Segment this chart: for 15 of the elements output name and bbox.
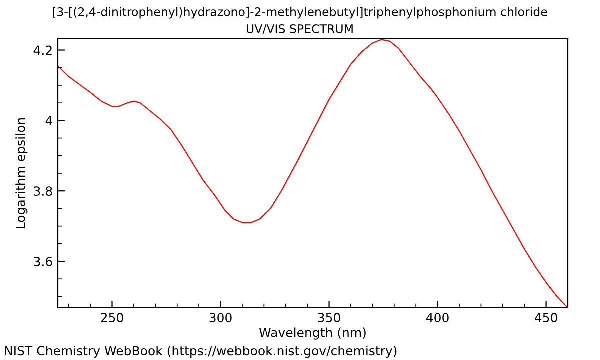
text: NIST Chemistry WebBook (https://webbook.nist.gov/chemistry) bbox=[5, 346, 397, 358]
y-tick-label: 3.6 bbox=[34, 256, 52, 266]
x-tick-label: 450 bbox=[534, 313, 558, 323]
y-tick-label: 4.2 bbox=[34, 46, 52, 56]
chart-subtitle: UV/VIS SPECTRUM bbox=[247, 24, 353, 34]
line-series bbox=[58, 39, 568, 308]
x-tick-label: 400 bbox=[426, 313, 449, 323]
y-axis-title: Logarithm epsilon bbox=[16, 118, 28, 228]
x-tick-label: 350 bbox=[318, 313, 340, 323]
chart-title: [3-[(2,4-dinitrophenyl)hydrazono]-2-methylenebutyl]triphenylphosphonium chloride bbox=[53, 7, 548, 19]
x-axis-title: Wavelength (nm) bbox=[259, 328, 366, 340]
x-tick-label: 300 bbox=[210, 313, 232, 323]
y-tick-label: 3.8 bbox=[34, 186, 52, 196]
y-tick-label: 4 bbox=[46, 116, 52, 126]
x-tick-label: 250 bbox=[101, 313, 124, 323]
